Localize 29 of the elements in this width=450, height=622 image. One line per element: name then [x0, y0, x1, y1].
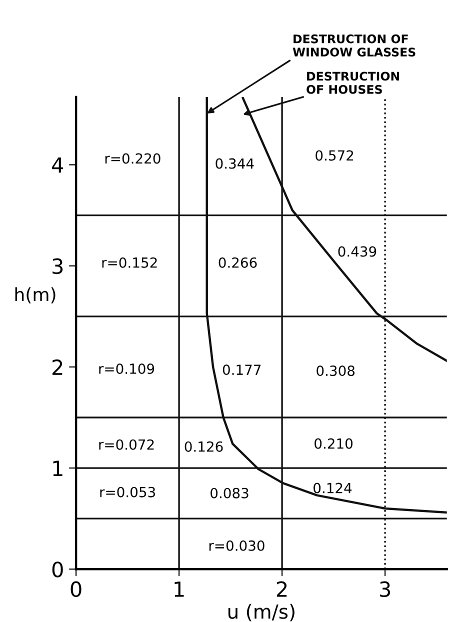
annotation: 0.572 — [316, 150, 354, 161]
annotation: 0.210 — [314, 438, 353, 449]
y-tick-label: 3 — [52, 258, 63, 274]
annotation: 0.124 — [314, 482, 352, 494]
annotation: 0.126 — [184, 441, 223, 452]
annotation: r=0.053 — [100, 486, 155, 498]
x-tick-label: 3 — [380, 581, 390, 598]
annotation: 0.177 — [222, 364, 261, 376]
y-tick-label: 0 — [52, 562, 63, 578]
y-tick-label: 2 — [52, 359, 62, 375]
y-tick-label: 1 — [53, 460, 62, 476]
y-tick-label: 4 — [52, 157, 64, 173]
annotation: r=0.030 — [209, 540, 264, 551]
text: DESTRUCTION OF WINDOW GLASSES — [292, 34, 416, 57]
annotation: r=0.152 — [102, 257, 157, 268]
y-axis-title: h(m) — [15, 287, 56, 304]
annotation: 0.083 — [210, 488, 248, 498]
x-tick-label: 2 — [276, 581, 287, 597]
annotation: 0.439 — [338, 246, 376, 257]
annotation: 0.266 — [218, 257, 257, 268]
annotation: 0.344 — [216, 158, 254, 169]
annotation: r=0.072 — [99, 439, 154, 450]
x-tick-label: 0 — [70, 581, 82, 598]
annotation: r=0.109 — [99, 364, 154, 374]
x-tick-label: 1 — [174, 582, 184, 597]
x-axis-title: u (m/s) — [228, 604, 294, 622]
annotation: 0.308 — [316, 366, 355, 376]
annotation: r=0.220 — [105, 153, 160, 164]
text: DESTRUCTION OF HOUSES — [306, 72, 400, 94]
